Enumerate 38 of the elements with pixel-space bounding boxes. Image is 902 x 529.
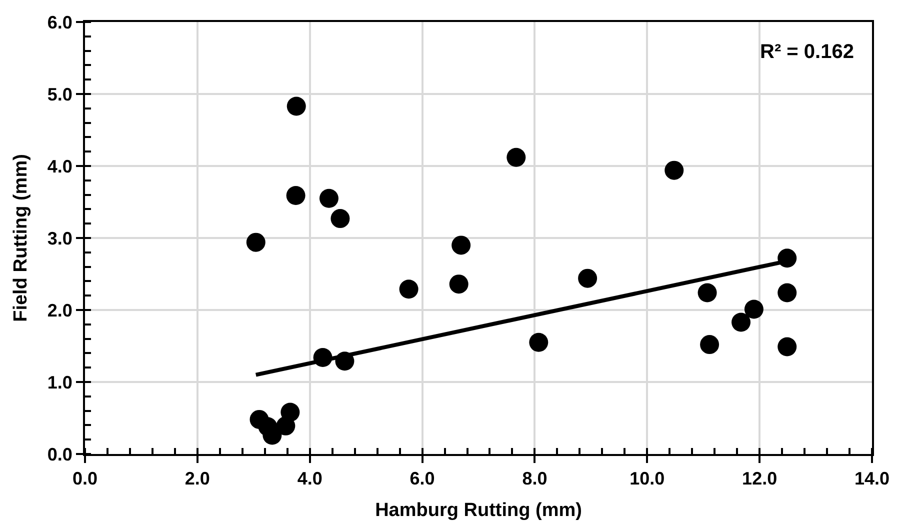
point [286, 186, 306, 206]
x-axis-title: Hamburg Rutting (mm) [375, 500, 582, 521]
point [698, 283, 717, 302]
point [449, 274, 468, 294]
point [778, 283, 797, 302]
point [664, 160, 684, 180]
point [258, 417, 278, 436]
annotation: R² = 0.162 [760, 41, 854, 63]
y-tick-label: 5.0 [47, 84, 72, 104]
y-tick-label: 3.0 [47, 228, 72, 248]
y-axis-title: Field Rutting (mm) [10, 154, 32, 322]
x-tick-label: 8.0 [522, 468, 548, 489]
x-tick-label: 12.0 [742, 468, 778, 489]
point [399, 280, 418, 299]
y-tick-label: 0.0 [47, 444, 72, 464]
point [778, 337, 797, 356]
x-tick-label: 0.0 [72, 468, 98, 489]
point [280, 402, 300, 422]
point [319, 188, 338, 208]
point [529, 332, 548, 352]
x-tick-label: 2.0 [184, 468, 210, 489]
point [330, 209, 350, 228]
point [578, 268, 598, 288]
y-tick-label: 1.0 [47, 372, 72, 392]
y-tick-label: 6.0 [47, 12, 72, 32]
x-tick-label: 6.0 [410, 468, 435, 489]
x-tick-label: 10.0 [630, 468, 665, 489]
point [506, 148, 526, 167]
point [700, 335, 720, 354]
point [286, 96, 306, 116]
point [744, 300, 764, 319]
y-tick-label: 4.0 [47, 156, 72, 176]
point [452, 236, 471, 255]
x-tick-label: 4.0 [297, 468, 322, 489]
x-tick-label: 14.0 [854, 468, 890, 489]
y-tick-label: 2.0 [47, 300, 72, 320]
point [732, 312, 751, 332]
point [246, 232, 266, 252]
